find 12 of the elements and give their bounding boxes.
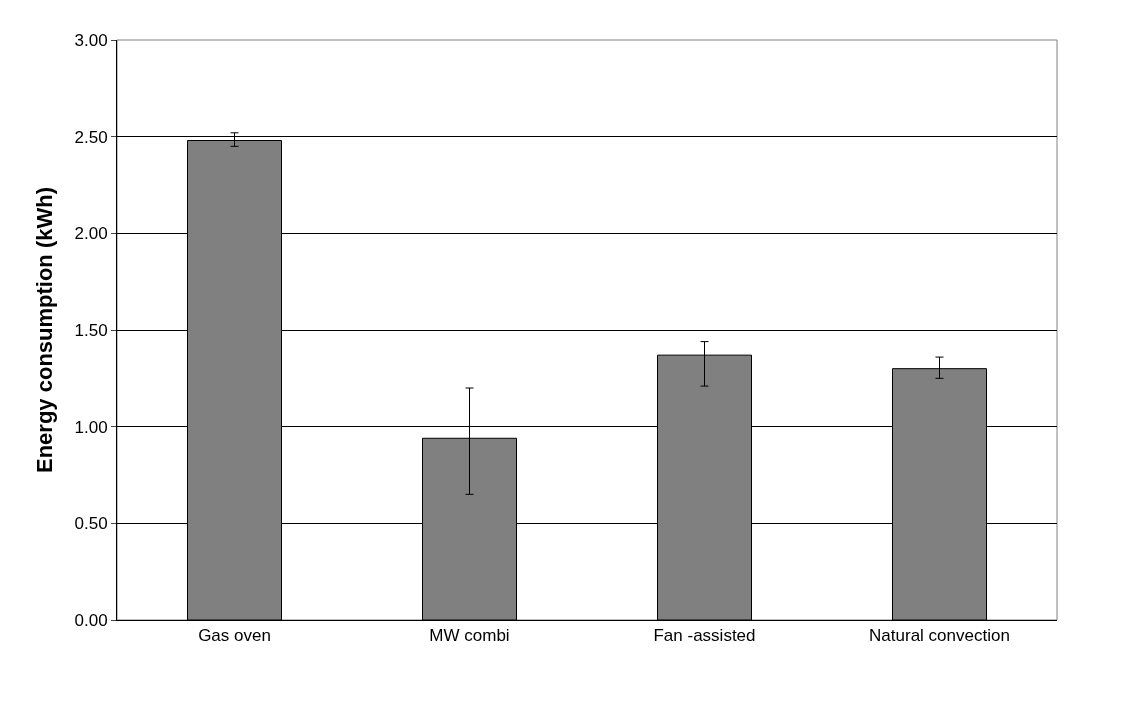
x-tick-label: MW combi xyxy=(429,626,510,646)
x-tick-label: Fan -assisted xyxy=(653,626,756,646)
y-axis-title: Energy consumption (kWh) xyxy=(32,187,58,473)
y-tick-label: 0.00 xyxy=(74,610,108,630)
y-tick-label: 1.50 xyxy=(74,320,108,340)
y-tick-label: 2.00 xyxy=(74,224,108,244)
x-tick-label: Natural convection xyxy=(869,626,1010,646)
y-tick-label: 3.00 xyxy=(74,30,108,50)
y-tick-label: 2.50 xyxy=(74,127,108,147)
y-tick-label: 0.50 xyxy=(74,514,108,534)
y-tick-label: 1.00 xyxy=(74,417,108,437)
x-tick-label: Gas oven xyxy=(198,626,271,646)
